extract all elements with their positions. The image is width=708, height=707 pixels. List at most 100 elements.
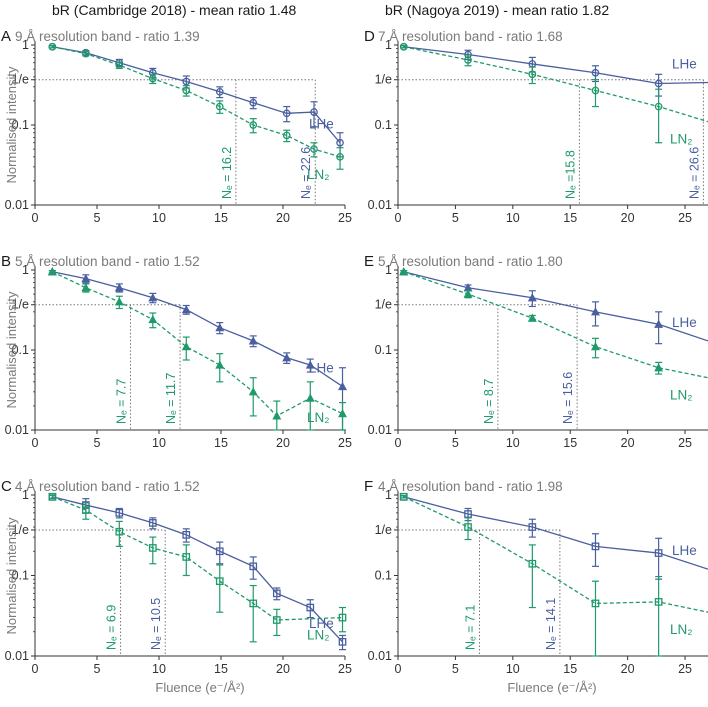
x-tick-label: 25 bbox=[338, 211, 352, 225]
x-tick-label: 10 bbox=[152, 211, 166, 225]
data-point bbox=[115, 509, 124, 517]
x-tick-label: 25 bbox=[678, 662, 692, 676]
x-tick-label: 0 bbox=[395, 211, 402, 225]
series-lhe bbox=[48, 42, 344, 158]
series-line bbox=[403, 496, 708, 570]
series-label-lhe: LHe bbox=[672, 56, 697, 71]
series-ln2 bbox=[399, 492, 708, 657]
data-point bbox=[310, 145, 318, 153]
series-label-lhe: LHe bbox=[309, 117, 334, 132]
y-tick-label: 1 bbox=[22, 263, 29, 277]
data-point bbox=[399, 42, 408, 51]
y-tick-label: 0.1 bbox=[375, 343, 392, 357]
data-point bbox=[215, 87, 224, 96]
x-tick-label: 10 bbox=[506, 436, 520, 450]
data-point bbox=[528, 70, 537, 79]
panel-letter: D bbox=[364, 28, 375, 45]
series-line bbox=[403, 271, 708, 342]
data-point bbox=[654, 102, 663, 111]
series-line bbox=[403, 46, 708, 123]
x-tick-label: 20 bbox=[621, 662, 635, 676]
series-ln2 bbox=[47, 267, 347, 431]
data-point bbox=[215, 547, 224, 556]
data-point bbox=[654, 598, 663, 606]
x-tick-label: 5 bbox=[94, 662, 101, 676]
x-tick-label: 25 bbox=[338, 662, 352, 676]
x-tick-label: 20 bbox=[276, 436, 290, 450]
data-point bbox=[338, 381, 347, 391]
data-point bbox=[181, 342, 191, 351]
data-point bbox=[306, 603, 315, 612]
data-point bbox=[336, 152, 344, 161]
y-tick-label: 1/e bbox=[12, 523, 29, 537]
header-right: bR (Nagoya 2019) - mean ratio 1.82 bbox=[385, 2, 609, 18]
ne-label-1: Nₑ = 8.7 bbox=[482, 379, 496, 424]
series-label-ln2: LN₂ bbox=[307, 410, 330, 425]
data-point bbox=[463, 289, 473, 298]
panel-letter: F bbox=[364, 478, 373, 495]
series-label-ln2: LN₂ bbox=[670, 388, 693, 403]
data-point bbox=[654, 549, 663, 557]
data-point bbox=[181, 304, 191, 314]
header-left: bR (Cambridge 2018) - mean ratio 1.48 bbox=[52, 2, 297, 18]
x-tick-label: 0 bbox=[395, 436, 402, 450]
data-point bbox=[114, 297, 124, 306]
series-label-lhe: LHe bbox=[672, 543, 697, 558]
y-tick-label: 1/e bbox=[375, 73, 392, 87]
x-axis-label-left: Fluence (e⁻/Å²) bbox=[155, 680, 244, 695]
data-point bbox=[148, 544, 157, 552]
data-point bbox=[81, 283, 91, 292]
series-label-ln2: LN₂ bbox=[307, 628, 330, 643]
y-tick-label: 0.01 bbox=[5, 423, 29, 437]
data-point bbox=[48, 492, 57, 501]
x-tick-label: 10 bbox=[506, 662, 520, 676]
panel-letter: B bbox=[1, 253, 11, 270]
data-point bbox=[115, 61, 124, 69]
ne-label-1: Nₑ = 6.9 bbox=[105, 605, 119, 650]
series-lhe bbox=[399, 267, 708, 345]
series-line bbox=[52, 271, 343, 388]
data-point bbox=[464, 56, 472, 64]
data-point bbox=[282, 131, 291, 140]
panel-title: 5 Å resolution band - ratio 1.80 bbox=[378, 254, 563, 269]
y-tick-label: 1 bbox=[385, 263, 392, 277]
y-tick-label: 0.01 bbox=[368, 649, 392, 663]
data-point bbox=[336, 138, 344, 147]
x-tick-label: 20 bbox=[621, 211, 635, 225]
series-line bbox=[52, 496, 343, 643]
ne-label-2: Nₑ = 15.6 bbox=[561, 372, 575, 424]
series-label-lhe: LHe bbox=[309, 616, 334, 631]
y-tick-label: 0.01 bbox=[5, 198, 29, 212]
panel-letter: A bbox=[1, 28, 11, 45]
y-tick-label: 0.01 bbox=[5, 649, 29, 663]
data-point bbox=[282, 353, 292, 362]
y-tick-label: 0.01 bbox=[368, 198, 392, 212]
x-tick-label: 20 bbox=[276, 211, 290, 225]
data-point bbox=[47, 267, 57, 276]
y-tick-label: 0.1 bbox=[12, 569, 29, 583]
data-point bbox=[305, 393, 315, 402]
data-point bbox=[148, 293, 158, 302]
ne-label-2: Nₑ = 10.5 bbox=[149, 598, 163, 650]
x-tick-label: 0 bbox=[32, 211, 39, 225]
series-line bbox=[52, 271, 343, 417]
panel-title: 4 Å resolution band - ratio 1.98 bbox=[378, 479, 563, 494]
x-tick-label: 20 bbox=[276, 662, 290, 676]
series-line bbox=[403, 496, 708, 613]
series-line bbox=[52, 496, 343, 621]
y-tick-label: 0.1 bbox=[12, 343, 29, 357]
y-tick-label: 0.1 bbox=[12, 118, 29, 132]
x-axis-label-right: Fluence (e⁻/Å²) bbox=[507, 680, 596, 695]
y-tick-label: 1/e bbox=[12, 73, 29, 87]
y-tick-label: 0.01 bbox=[368, 423, 392, 437]
data-point bbox=[654, 319, 664, 328]
data-point bbox=[215, 360, 225, 369]
data-point bbox=[48, 42, 57, 51]
ne-label-1: Nₑ =15.8 bbox=[563, 150, 577, 199]
x-tick-label: 25 bbox=[678, 211, 692, 225]
x-tick-label: 0 bbox=[395, 662, 402, 676]
x-tick-label: 15 bbox=[214, 662, 228, 676]
data-point bbox=[182, 553, 191, 561]
